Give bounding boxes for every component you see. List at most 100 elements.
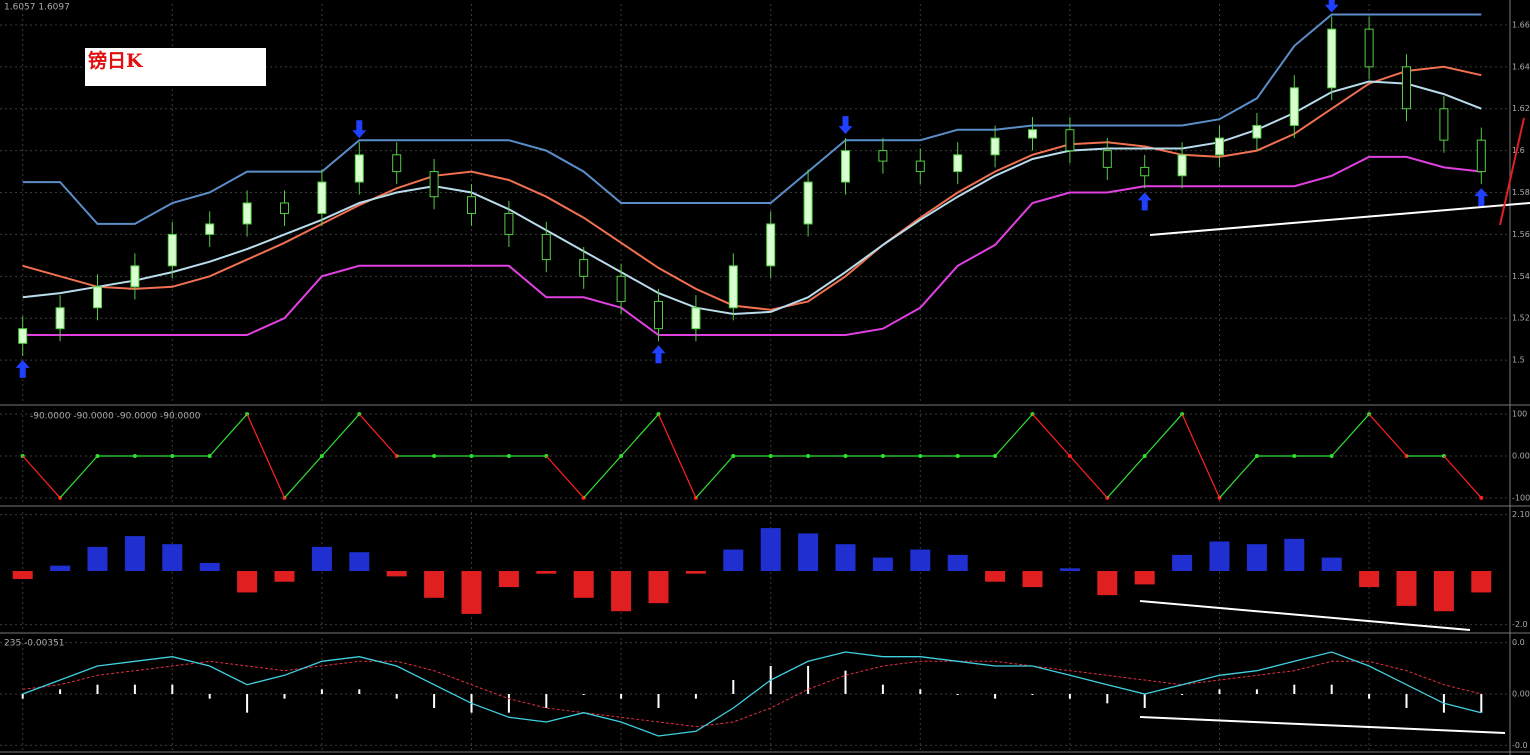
- oscillator-segment: [59, 455, 98, 499]
- y-tick-label: -100: [1512, 493, 1530, 502]
- oscillator-segment: [583, 455, 622, 499]
- title-box: [85, 48, 266, 86]
- histogram-bar: [872, 557, 893, 571]
- buy-arrow: [1474, 188, 1489, 207]
- histogram-bar: [199, 562, 220, 571]
- histogram-bar: [283, 694, 286, 699]
- y-tick-label: 1.5: [1512, 356, 1525, 365]
- histogram-bar: [1284, 538, 1305, 571]
- histogram-bar: [947, 554, 968, 571]
- candle-body: [429, 171, 439, 198]
- y-tick-label: 0.00: [1512, 452, 1530, 461]
- candle-body: [280, 202, 289, 214]
- histogram-bar: [835, 544, 856, 571]
- histogram-bar: [1359, 571, 1380, 588]
- y-tick-label: -2.0: [1512, 620, 1528, 629]
- candle-body: [728, 265, 738, 309]
- histogram-bar: [349, 552, 370, 571]
- candle-body: [1065, 129, 1075, 152]
- histogram-bar: [910, 549, 931, 571]
- histogram-bar: [1059, 568, 1080, 571]
- histogram-bar: [386, 571, 407, 577]
- histogram-bar: [12, 571, 33, 580]
- histogram-bar: [1209, 541, 1230, 571]
- y-tick-label: 1.58: [1512, 188, 1530, 197]
- line: [22, 80, 1482, 316]
- histogram-bar: [433, 694, 436, 708]
- candle-body: [803, 181, 813, 225]
- candle-body: [205, 223, 215, 235]
- histogram-bar: [21, 694, 24, 699]
- histogram-bar: [648, 571, 669, 604]
- oscillator-segment: [1443, 455, 1482, 499]
- oscillator-segment: [321, 413, 360, 457]
- histogram-bar: [59, 689, 62, 694]
- histogram-bar: [507, 694, 510, 713]
- y-tick-label: 0.0: [1512, 638, 1525, 647]
- histogram-bar: [87, 546, 108, 571]
- histogram-bar: [685, 571, 706, 574]
- candle-body: [878, 150, 888, 162]
- candle-body: [167, 233, 177, 267]
- trend-line: [1149, 202, 1530, 236]
- candle-body: [1402, 66, 1411, 110]
- histogram-bar: [1134, 571, 1155, 585]
- histogram-bar: [1022, 571, 1043, 588]
- histogram-bar: [956, 694, 959, 695]
- histogram-bar: [96, 684, 99, 694]
- histogram-bar: [237, 571, 258, 593]
- candle-body: [242, 202, 252, 225]
- histogram-bar: [1106, 694, 1109, 704]
- histogram-bar: [536, 571, 557, 574]
- line: [22, 13, 1482, 225]
- histogram-bar: [1405, 694, 1408, 708]
- histogram-bar: [1097, 571, 1118, 596]
- histogram-bar: [881, 684, 884, 694]
- histogram-bar: [760, 528, 781, 571]
- histogram-bar: [1480, 694, 1483, 713]
- histogram-bar: [1396, 571, 1417, 606]
- candle-body: [953, 154, 963, 173]
- histogram-bar: [395, 694, 398, 699]
- histogram-bar: [1471, 571, 1492, 593]
- candle-body: [841, 150, 850, 183]
- buy-arrow: [1137, 192, 1152, 211]
- oscillator-segment: [1181, 413, 1221, 499]
- line: [22, 660, 1482, 728]
- oscillator-segment: [1219, 455, 1258, 499]
- oscillator-segment: [22, 455, 61, 499]
- histogram-bar: [274, 571, 295, 582]
- histogram-bar: [358, 689, 361, 694]
- histogram-bar: [50, 565, 71, 571]
- candle-body: [1364, 28, 1374, 68]
- histogram-bar: [1181, 694, 1184, 695]
- y-tick-label: 1.52: [1512, 314, 1530, 323]
- histogram-bar: [573, 571, 594, 598]
- trend-line: [1139, 600, 1471, 631]
- candle-body: [1140, 166, 1150, 177]
- oscillator-segment: [620, 413, 659, 457]
- candle-body: [354, 154, 364, 183]
- oscillator-segment: [1032, 413, 1071, 457]
- oscillator-segment: [545, 455, 585, 499]
- histogram-bar: [657, 694, 660, 708]
- histogram-bar: [424, 571, 445, 598]
- candle-body: [541, 233, 551, 261]
- y-tick-label: 1.54: [1512, 272, 1530, 281]
- oscillator-point: [1479, 495, 1484, 500]
- histogram-bar: [732, 680, 735, 694]
- histogram-bar: [582, 694, 585, 695]
- sell-arrow: [1324, 0, 1339, 13]
- candle-body: [467, 196, 476, 214]
- y-tick-label: 0.00: [1512, 690, 1530, 699]
- candle-body: [1028, 129, 1037, 139]
- oscillator-segment: [1106, 455, 1146, 499]
- sell-arrow: [352, 120, 367, 139]
- histogram-bar: [133, 684, 136, 694]
- candle-body: [504, 212, 514, 235]
- histogram-bar: [1433, 571, 1454, 612]
- candle-body: [392, 154, 402, 173]
- oscillator-segment: [209, 413, 248, 457]
- histogram-bar: [124, 536, 145, 571]
